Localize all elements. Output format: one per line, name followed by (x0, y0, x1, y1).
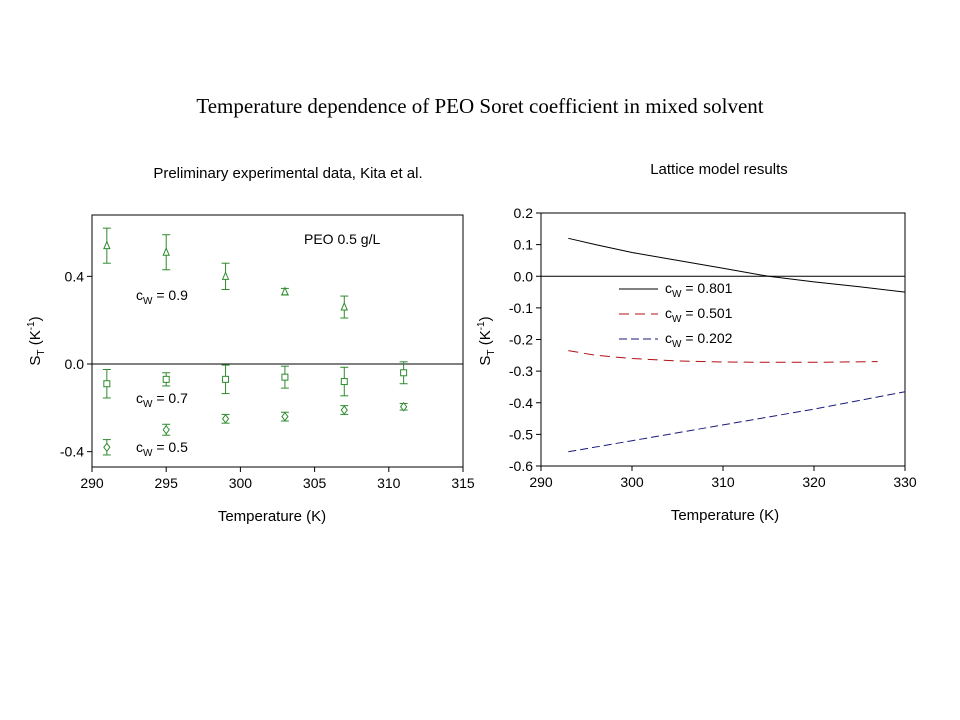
lattice-x-tick-label: 310 (711, 474, 735, 490)
lattice-y-tick-label: -0.4 (509, 395, 533, 411)
series-line-2 (568, 391, 906, 453)
lattice-y-tick-label: 0.0 (514, 268, 534, 284)
lattice-y-tick-label: 0.2 (514, 205, 534, 221)
x-axis-label-experimental: Temperature (K) (218, 508, 326, 525)
data-point-triangle (281, 286, 289, 296)
legend-lattice: cW = 0.801 cW = 0.501 cW = 0.202 (619, 280, 733, 350)
experimental-x-tick-label: 295 (155, 475, 179, 491)
x-axis-label-lattice: Temperature (K) (671, 507, 779, 524)
data-point-diamond (103, 442, 111, 453)
lattice-y-tick-label: -0.2 (509, 332, 533, 348)
series-label-cw-0.9: cW = 0.9 (136, 287, 188, 307)
lattice-y-tick-label: 0.1 (514, 237, 534, 253)
series-line-0 (568, 237, 906, 293)
lattice-x-tick-label: 300 (620, 474, 644, 490)
experimental-x-tick-label: 290 (80, 475, 104, 491)
data-point-diamond (221, 413, 230, 424)
chart-title-lattice: Lattice model results (650, 161, 788, 178)
experimental-y-tick-label: 0.0 (65, 356, 85, 372)
lattice-y-tick-label: -0.3 (509, 363, 533, 379)
experimental-x-tick-label: 315 (451, 475, 475, 491)
data-point-triangle (340, 301, 349, 311)
data-point-square (103, 380, 111, 388)
axis-ticks-lattice: 290 300 310 320 330 0.2 0.1 0.0 -0.1 -0.2 -0.3 -0.4… (509, 205, 917, 490)
lattice-y-tick-label: -0.6 (509, 458, 533, 474)
annotation-peo: PEO 0.5 g/L (304, 231, 380, 247)
legend-label-0.202: cW = 0.202 (665, 330, 733, 350)
y-axis-label-lattice: ST (K-1) (476, 316, 497, 365)
experimental-x-tick-label: 300 (229, 475, 253, 491)
page-title: Temperature dependence of PEO Soret coef… (196, 94, 764, 118)
lattice-y-tick-label: -0.1 (509, 300, 533, 316)
series-label-cw-0.7: cW = 0.7 (136, 390, 188, 410)
data-point-triangle (162, 246, 170, 256)
chart-lattice-model: Lattice model results 290 300 310 320 330 0.2… (476, 161, 917, 524)
data-point-square (222, 375, 230, 383)
series-line-1 (568, 350, 878, 363)
legend-label-0.801: cW = 0.801 (665, 280, 733, 300)
data-point-diamond (162, 424, 170, 435)
experimental-x-tick-label: 310 (377, 475, 401, 491)
data-point-diamond (400, 401, 408, 412)
data-point-square (162, 375, 170, 383)
lattice-y-tick-label: -0.5 (509, 426, 533, 442)
plot-frame-experimental (91, 214, 464, 468)
lattice-x-tick-label: 290 (529, 474, 553, 490)
data-marks-experimental (102, 227, 408, 456)
legend-label-0.501: cW = 0.501 (665, 305, 733, 325)
experimental-y-tick-label: 0.4 (65, 268, 85, 284)
chart-experimental: Preliminary experimental data, Kita et a… (26, 165, 475, 525)
data-point-square (400, 369, 408, 377)
series-label-cw-0.5: cW = 0.5 (136, 439, 188, 459)
data-point-diamond (340, 405, 348, 415)
y-axis-label-experimental: ST (K-1) (26, 316, 47, 365)
lattice-x-tick-label: 330 (893, 474, 917, 490)
data-lines-lattice (568, 237, 906, 453)
chart-title-experimental: Preliminary experimental data, Kita et a… (153, 165, 422, 182)
axis-ticks-experimental: 290 295 300 305 310 315 -0.4 0.0 0.4 (60, 268, 475, 491)
data-point-diamond (281, 411, 289, 422)
data-point-square (340, 378, 348, 386)
data-point-triangle (221, 271, 230, 280)
lattice-x-tick-label: 320 (802, 474, 826, 490)
data-point-triangle (103, 240, 111, 250)
experimental-x-tick-label: 305 (303, 475, 327, 491)
experimental-y-tick-label: -0.4 (60, 444, 84, 460)
data-point-square (281, 373, 289, 381)
